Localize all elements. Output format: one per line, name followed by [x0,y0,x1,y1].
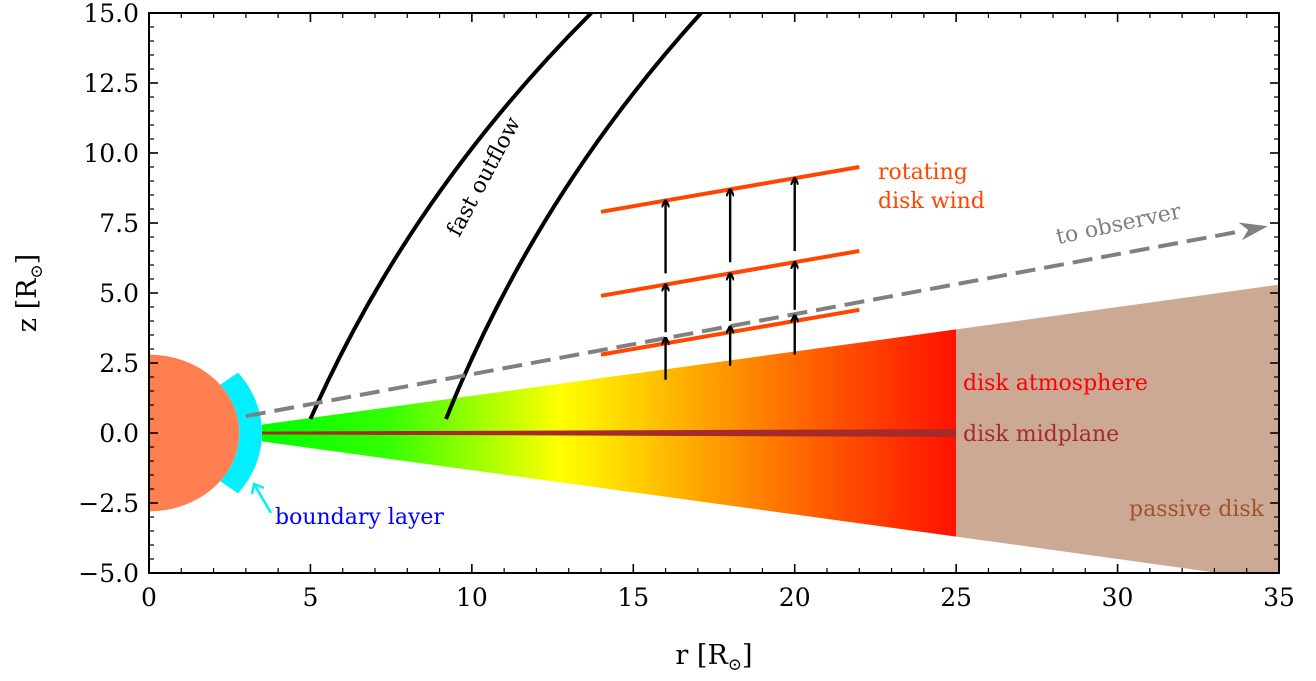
outflow-streamline-2 [444,13,703,420]
boundary-layer-pointer-head [250,482,265,495]
disk-midplane-label: disk midplane [963,422,1119,447]
observer-arrowhead [1238,222,1268,241]
y-axis-ticks [149,12,1279,574]
y-tick-label: 15.0 [83,0,139,28]
x-tick-label: 0 [141,583,157,612]
y-tick-label: −2.5 [78,489,139,518]
x-axis-tick-labels: 0 5 10 15 20 25 30 35 [141,583,1295,612]
observer-sightline [245,229,1241,419]
x-tick-label: 35 [1263,583,1295,612]
fast-outflow-lines [308,13,703,420]
x-tick-label: 10 [456,583,488,612]
central-star [149,354,240,512]
y-tick-label: 10.0 [83,139,139,168]
passive-disk-label: passive disk [1129,497,1265,522]
x-axis-title: r [R⊙] [675,640,752,675]
to-observer-label: to observer [1054,199,1184,250]
rotating-disk-wind-label-line1: rotating [878,160,968,185]
y-tick-label: 5.0 [99,279,139,308]
wind-arrows [666,178,795,380]
x-tick-label: 20 [779,583,811,612]
x-tick-label: 5 [302,583,318,612]
x-tick-label: 25 [940,583,972,612]
disk-midplane-band [262,429,957,437]
y-axis-tick-labels: −5.0 −2.5 0.0 2.5 5.0 7.5 10.0 12.5 15.0 [78,0,139,588]
y-tick-label: 7.5 [99,209,139,238]
x-tick-label: 15 [617,583,649,612]
boundary-layer-pointer [252,483,273,514]
x-tick-label: 30 [1102,583,1134,612]
boundary-layer-region [220,372,263,494]
y-tick-label: 2.5 [99,349,139,378]
x-axis-ticks [148,13,1280,573]
y-tick-label: 12.5 [83,69,139,98]
passive-disk [956,284,1279,573]
y-tick-label: 0.0 [99,419,139,448]
disk-atmosphere-label: disk atmosphere [963,371,1148,396]
rotating-disk-wind-label-line2: disk wind [878,189,985,214]
y-tick-label: −5.0 [78,559,139,588]
boundary-layer-label: boundary layer [275,505,444,530]
outflow-streamline-1 [308,13,593,420]
y-axis-title: z [R⊙] [12,254,47,332]
